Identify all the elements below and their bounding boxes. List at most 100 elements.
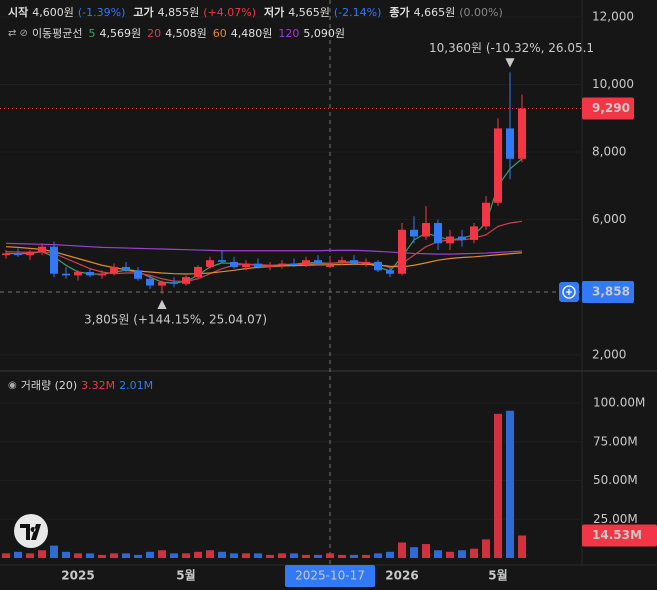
volume-bar xyxy=(98,554,106,558)
volume-icon[interactable]: ◉ xyxy=(8,379,17,391)
crosshair-price-box xyxy=(582,281,634,304)
ma-legend: ⇄ ⊘ 이동평균선 5 4,569원 20 4,508원 60 4,480원 120 5,09… xyxy=(8,25,345,41)
volume-bar xyxy=(278,553,286,558)
logo-mark xyxy=(20,524,41,540)
ma-line xyxy=(5,246,523,275)
crosshair-price-label: 3,858 xyxy=(592,285,630,299)
high-marker: ▼ xyxy=(505,55,515,69)
candle-body xyxy=(134,270,142,279)
last-price-label: 9,290 xyxy=(592,101,630,115)
header-value: 4,600원 xyxy=(32,6,74,19)
candle-body xyxy=(314,260,322,264)
volume-bar xyxy=(194,551,202,558)
ma-value: 5,090원 xyxy=(303,27,346,40)
volume-bar xyxy=(290,553,298,558)
header-label: 시작 xyxy=(8,6,29,19)
volume-bar xyxy=(374,553,382,558)
candle-body xyxy=(374,261,382,271)
ma-line xyxy=(5,242,523,255)
candle-body xyxy=(350,260,358,264)
candle-body xyxy=(230,261,238,267)
volume-bar xyxy=(386,551,394,558)
candle-body xyxy=(302,260,310,266)
low-marker: ▲ xyxy=(157,296,167,310)
volume-bar xyxy=(422,544,430,558)
volume-bar xyxy=(110,553,118,558)
ma-period: 5 xyxy=(88,26,96,40)
candle-body xyxy=(398,229,406,274)
volume-bar xyxy=(74,553,82,558)
volume-legend: ◉ 거래량 (20) 3.32M 2.01M xyxy=(8,377,153,393)
header-value: 4,855원 xyxy=(157,6,200,19)
volume-bar xyxy=(446,551,454,558)
header-label: 저가 xyxy=(264,6,285,19)
ma-period: 60 xyxy=(212,26,227,40)
candle-body xyxy=(2,253,10,256)
volume-bar xyxy=(206,550,214,558)
volume-legend-value: 3.32M xyxy=(81,378,116,392)
candle-body xyxy=(338,260,346,262)
y-tick-label: 75.00M xyxy=(593,434,638,448)
add-alert-button[interactable] xyxy=(559,282,579,303)
volume-bar xyxy=(242,553,250,558)
candle-body xyxy=(110,266,118,274)
volume-bar xyxy=(62,551,70,558)
candle-body xyxy=(158,282,166,286)
low-annotation: 3,805원 (+144.15%, 25.04.07) xyxy=(84,312,267,326)
candle-body xyxy=(14,253,22,256)
add-alert-plus xyxy=(566,289,572,296)
ma-icon[interactable]: ⇄ ⊘ xyxy=(8,27,28,39)
header-value: 4,665원 xyxy=(413,6,456,19)
x-tick-label: 2025 xyxy=(61,569,94,583)
header-label: 고가 xyxy=(133,6,154,19)
candle-body xyxy=(506,128,514,159)
candle-body xyxy=(266,265,274,267)
header-value: 4,565원 xyxy=(288,6,330,19)
tv-logo xyxy=(14,514,48,548)
volume-bar xyxy=(182,553,190,558)
volume-bar xyxy=(38,550,46,558)
candle-body xyxy=(50,246,58,274)
candle-body xyxy=(194,266,202,278)
x-tick-label: 2026 xyxy=(385,569,418,583)
volume-bar xyxy=(350,554,358,558)
ma-value: 4,508원 xyxy=(165,27,207,40)
volume-bar xyxy=(506,410,514,558)
volume-bar xyxy=(86,553,94,558)
candle-body xyxy=(122,266,130,271)
candle-body xyxy=(434,223,442,244)
header-change: (+4.07%) xyxy=(203,5,256,19)
candle-body xyxy=(446,236,454,244)
ohlc-header: 시작 4,600원 (-1.39%) 고가 4,855원 (+4.07%) 저가 4,565원… xyxy=(8,4,507,20)
volume-bar xyxy=(398,542,406,558)
volume-bar xyxy=(302,554,310,558)
volume-bar xyxy=(482,539,490,558)
volume-bar xyxy=(134,554,142,558)
volume-bar xyxy=(230,553,238,558)
header-change: (-1.39%) xyxy=(77,5,126,19)
add-alert-circle xyxy=(562,285,576,299)
volume-bar xyxy=(338,554,346,558)
y-tick-label: 10,000 xyxy=(592,77,634,91)
x-tick-label: 5월 xyxy=(488,568,507,583)
candle-body xyxy=(98,273,106,276)
candle-body xyxy=(290,263,298,266)
y-tick-label: 50.00M xyxy=(593,473,638,487)
candle-body xyxy=(26,251,34,256)
volume-bar xyxy=(254,553,262,558)
candle-body xyxy=(62,273,70,276)
volume-bar xyxy=(2,553,10,558)
volume-bar xyxy=(158,550,166,558)
volume-bar xyxy=(26,553,34,558)
volume-bar xyxy=(518,535,526,558)
y-tick-label: 100.00M xyxy=(593,396,645,410)
high-annotation: 10,360원 (-10.32%, 26.05.1 xyxy=(429,41,594,55)
candle-body xyxy=(410,229,418,237)
candle-body xyxy=(362,261,370,264)
volume-bar xyxy=(470,548,478,558)
candle-body xyxy=(170,282,178,284)
volume-bar xyxy=(50,545,58,558)
candle-body xyxy=(278,263,286,266)
